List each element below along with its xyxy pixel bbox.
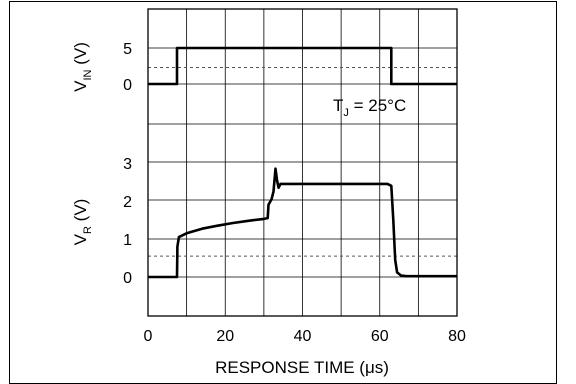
response-y-tick-label: 0 [123,270,132,287]
response-y-tick-label: 3 [123,156,132,173]
response-y-tick-label: 1 [123,232,132,249]
response-ylabel-subscript: R [82,226,94,234]
input-y-tick-label: 5 [123,41,132,58]
series-layer [148,46,457,279]
input-voltage-line [148,46,457,86]
input-ylabel-unit: (V) [71,42,90,69]
response-ylabel-main: V [71,233,90,245]
input-voltage-axis-label: VIN (V) [71,42,94,92]
response-voltage-line [148,167,457,279]
x-tick-label: 20 [216,328,234,345]
grid-lines [148,9,457,316]
annotation-rest: = 25°C [349,96,406,115]
response-ylabel-unit: (V) [71,199,90,226]
input-y-tick-label: 0 [123,77,132,94]
temperature-annotation: TJ = 25°C [333,96,406,119]
annotation-subscript: J [343,107,349,119]
x-tick-label: 80 [448,328,466,345]
chart-frame [9,1,557,384]
x-tick-label: 60 [371,328,389,345]
x-axis-label: RESPONSE TIME (μs) [215,358,389,377]
x-tick-label: 40 [294,328,312,345]
x-tick-label: 0 [144,328,153,345]
tick-labels: 0 5 0 1 2 3 0 20 40 60 80 [123,41,466,345]
plot-area-border [147,8,458,317]
annotation-main: T [333,96,343,115]
response-voltage-axis-label: VR (V) [71,199,94,246]
input-ylabel-main: V [71,80,90,92]
input-ylabel-subscript: IN [82,69,94,80]
response-y-tick-label: 2 [123,194,132,211]
